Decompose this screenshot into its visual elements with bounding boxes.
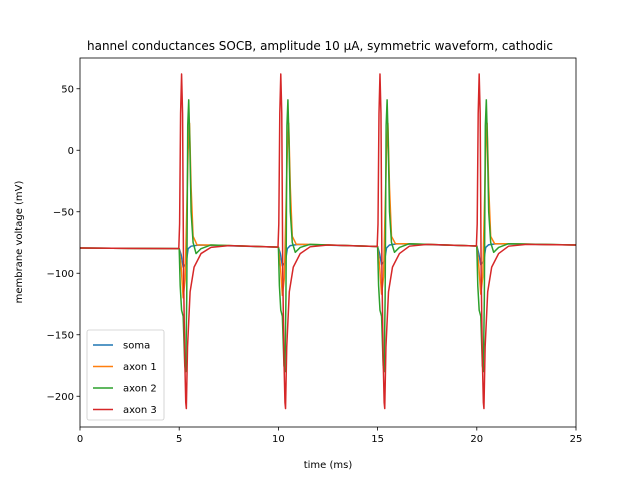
plot-area (80, 73, 576, 410)
series-line-soma (80, 242, 576, 268)
y-axis-label: membrane voltage (mV) (14, 180, 25, 303)
legend-entry: axon 1 (123, 362, 157, 373)
x-tick-label: 25 (570, 434, 583, 445)
y-tick-label: −200 (47, 392, 74, 403)
y-tick-label: −50 (53, 207, 74, 218)
legend-entry: axon 3 (123, 405, 157, 416)
x-tick-label: 5 (176, 434, 182, 445)
legend-box (86, 329, 165, 421)
x-tick-label: 15 (371, 434, 384, 445)
series-line-axon-1 (80, 122, 576, 299)
legend-entry: axon 2 (123, 384, 157, 395)
x-tick-label: 20 (470, 434, 483, 445)
y-tick-label: −150 (47, 330, 74, 341)
x-axis-label: time (ms) (304, 460, 353, 471)
y-tick-label: 50 (61, 84, 74, 95)
plot-frame (79, 57, 577, 428)
x-tick-label: 0 (77, 434, 83, 445)
y-axis: −200 −150 −100 −50 0 50 (47, 84, 80, 403)
x-axis: 0 5 10 15 20 25 (77, 427, 583, 445)
legend-entry: soma (123, 341, 150, 352)
chart-title: hannel conductances SOCB, amplitude 10 μ… (87, 39, 553, 53)
legend: soma axon 1 axon 2 axon 3 (86, 329, 165, 421)
y-tick-label: −100 (47, 269, 74, 280)
y-tick-label: 0 (68, 146, 74, 157)
series-line-axon-3 (80, 73, 576, 410)
x-tick-label: 10 (272, 434, 285, 445)
